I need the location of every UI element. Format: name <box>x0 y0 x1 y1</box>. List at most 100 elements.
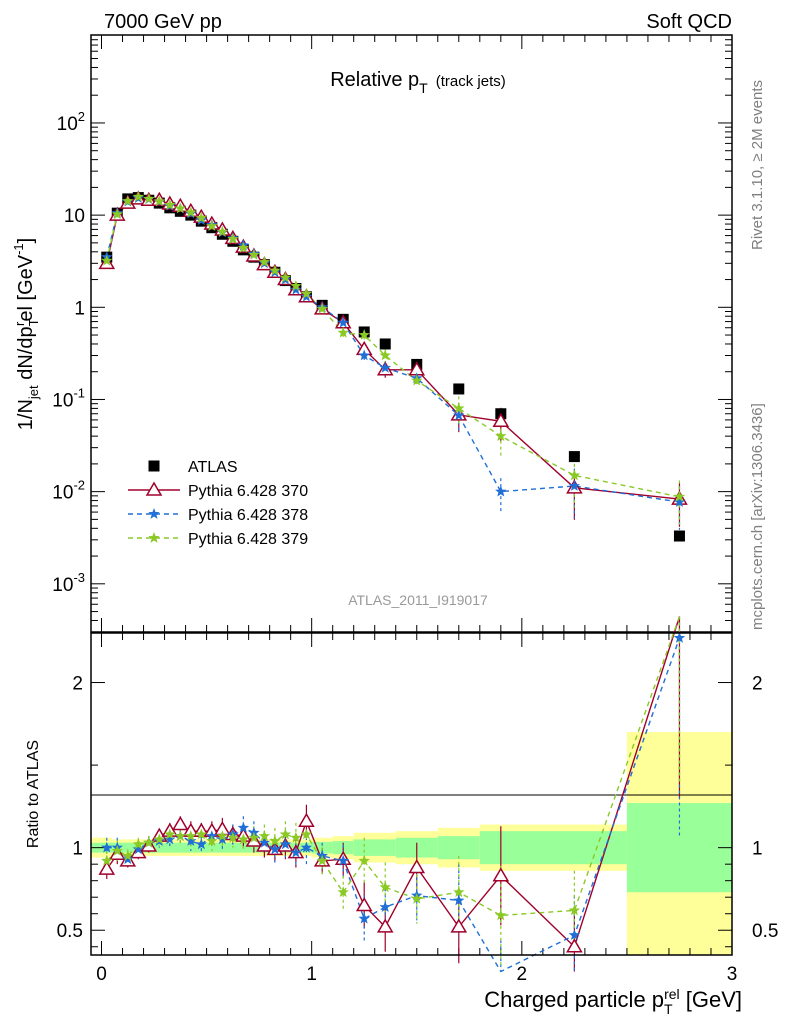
marker-star <box>673 490 686 502</box>
ratio-marker-triangle <box>355 896 373 912</box>
ratio-marker-star <box>290 846 302 858</box>
rivet-version: Rivet 3.1.10, ≥ 2M events <box>749 80 766 250</box>
ratio-marker-triangle <box>298 812 315 827</box>
marker-square <box>379 338 391 350</box>
x-tick-label: 1 <box>306 964 317 985</box>
legend-marker-star <box>148 508 160 519</box>
ratio-y-tick-label-right: 1 <box>752 839 763 860</box>
marker-star <box>164 198 176 210</box>
ratio-marker-triangle <box>566 938 583 953</box>
marker-star <box>111 208 123 220</box>
marker-star <box>337 316 349 328</box>
ratio-marker-star <box>195 838 207 850</box>
ratio-marker-star <box>101 854 113 866</box>
marker-star <box>358 349 370 361</box>
y-tick-label: 102 <box>57 109 85 135</box>
ratio-y-tick-label-right: 0.5 <box>752 921 778 942</box>
marker-star <box>237 242 250 253</box>
x-tick-label: 3 <box>727 964 738 985</box>
marker-star <box>495 485 507 497</box>
marker-star <box>195 212 207 223</box>
ratio-marker-triangle <box>492 867 510 882</box>
header-category: Soft QCD <box>646 11 732 33</box>
marker-star <box>411 374 423 386</box>
ratio-marker-star <box>111 845 123 856</box>
marker-star <box>568 480 581 491</box>
ratio-marker-star <box>269 835 281 846</box>
legend-marker-triangle <box>145 481 163 496</box>
marker-star <box>248 248 260 260</box>
marker-star <box>379 361 391 373</box>
ratio-marker-star <box>258 836 271 848</box>
mcplots-reference: mcplots.cern.ch [arXiv:1306.3436] <box>749 403 766 630</box>
ratio-marker-triangle <box>172 816 189 831</box>
marker-star <box>379 349 391 361</box>
ratio-marker-star <box>337 886 349 898</box>
ratio-marker-star <box>358 854 370 866</box>
marker-star <box>206 220 218 231</box>
ratio-marker-star <box>237 833 250 845</box>
inner-uncertainty-band <box>479 831 627 865</box>
marker-star <box>227 233 239 244</box>
ratio-marker-star <box>358 912 370 924</box>
ratio-marker-star <box>248 831 260 843</box>
main-panel: 10-3 10-2 10-1 1 10 102 Relative pT (track jet… <box>11 34 733 633</box>
ratio-marker-star <box>216 830 229 841</box>
ratio-marker-star <box>258 830 271 841</box>
marker-star <box>132 190 144 202</box>
ratio-marker-triangle <box>376 918 394 933</box>
marker-star <box>453 409 465 421</box>
ratio-marker-star <box>673 632 686 643</box>
ratio-marker-star <box>279 828 292 840</box>
ratio-y-tick-label: 1 <box>72 839 83 860</box>
y-tick-label: 10-3 <box>52 570 85 596</box>
marker-star <box>358 329 370 340</box>
ratio-marker-star <box>453 886 465 898</box>
ratio-marker-star <box>122 853 134 865</box>
y-tick-label: 10-2 <box>52 478 85 504</box>
ratio-marker-star <box>316 854 328 866</box>
marker-star <box>495 430 507 441</box>
marker-star <box>216 225 229 237</box>
ratio-marker-star <box>411 892 423 904</box>
ratio-marker-star <box>153 833 165 845</box>
marker-star <box>143 192 155 204</box>
marker-square <box>673 530 685 542</box>
ratio-marker-star <box>216 833 229 845</box>
header-energy: 7000 GeV pp <box>104 11 222 33</box>
analysis-watermark: ATLAS_2011_I919017 <box>348 592 488 608</box>
ratio-marker-star <box>290 831 302 843</box>
ratio-y-tick-label: 2 <box>72 674 83 695</box>
ratio-y-tick-label: 0.5 <box>57 921 83 942</box>
ratio-marker-star <box>300 828 313 840</box>
ratio-marker-star <box>164 828 176 840</box>
marker-star <box>316 302 328 314</box>
ratio-frame <box>90 632 733 956</box>
ratio-marker-star <box>379 881 391 893</box>
marker-star <box>300 287 313 299</box>
marker-star <box>568 469 581 481</box>
legend-label: Pythia 6.428 378 <box>188 507 308 524</box>
ratio-marker-star <box>174 830 186 841</box>
ratio-marker-star <box>379 901 391 912</box>
ratio-marker-star <box>101 841 113 853</box>
marker-square <box>568 451 580 463</box>
ratio-marker-star <box>122 849 134 861</box>
marker-triangle <box>492 412 510 428</box>
marker-star <box>290 280 302 291</box>
marker-star <box>101 254 113 266</box>
legend-marker-star <box>148 532 160 543</box>
ratio-y-tick-label-right: 2 <box>752 674 763 695</box>
ratio-xlabel: Charged particle pTrel [GeV] <box>484 986 742 1017</box>
legend-label: Pythia 6.428 370 <box>188 483 308 500</box>
ratio-ylabel: Ratio to ATLAS <box>25 740 42 848</box>
ratio-marker-star <box>568 904 581 916</box>
main-ylabel: 1/Njet dN/dpTrel [GeV-1] <box>11 238 41 430</box>
marker-square <box>453 383 465 395</box>
marker-star <box>174 202 186 214</box>
inner-uncertainty-band <box>112 842 312 853</box>
legend-label: Pythia 6.428 379 <box>188 531 308 548</box>
inner-uncertainty-band <box>437 836 480 860</box>
ratio-marker-star <box>132 843 144 855</box>
marker-star <box>673 496 686 507</box>
